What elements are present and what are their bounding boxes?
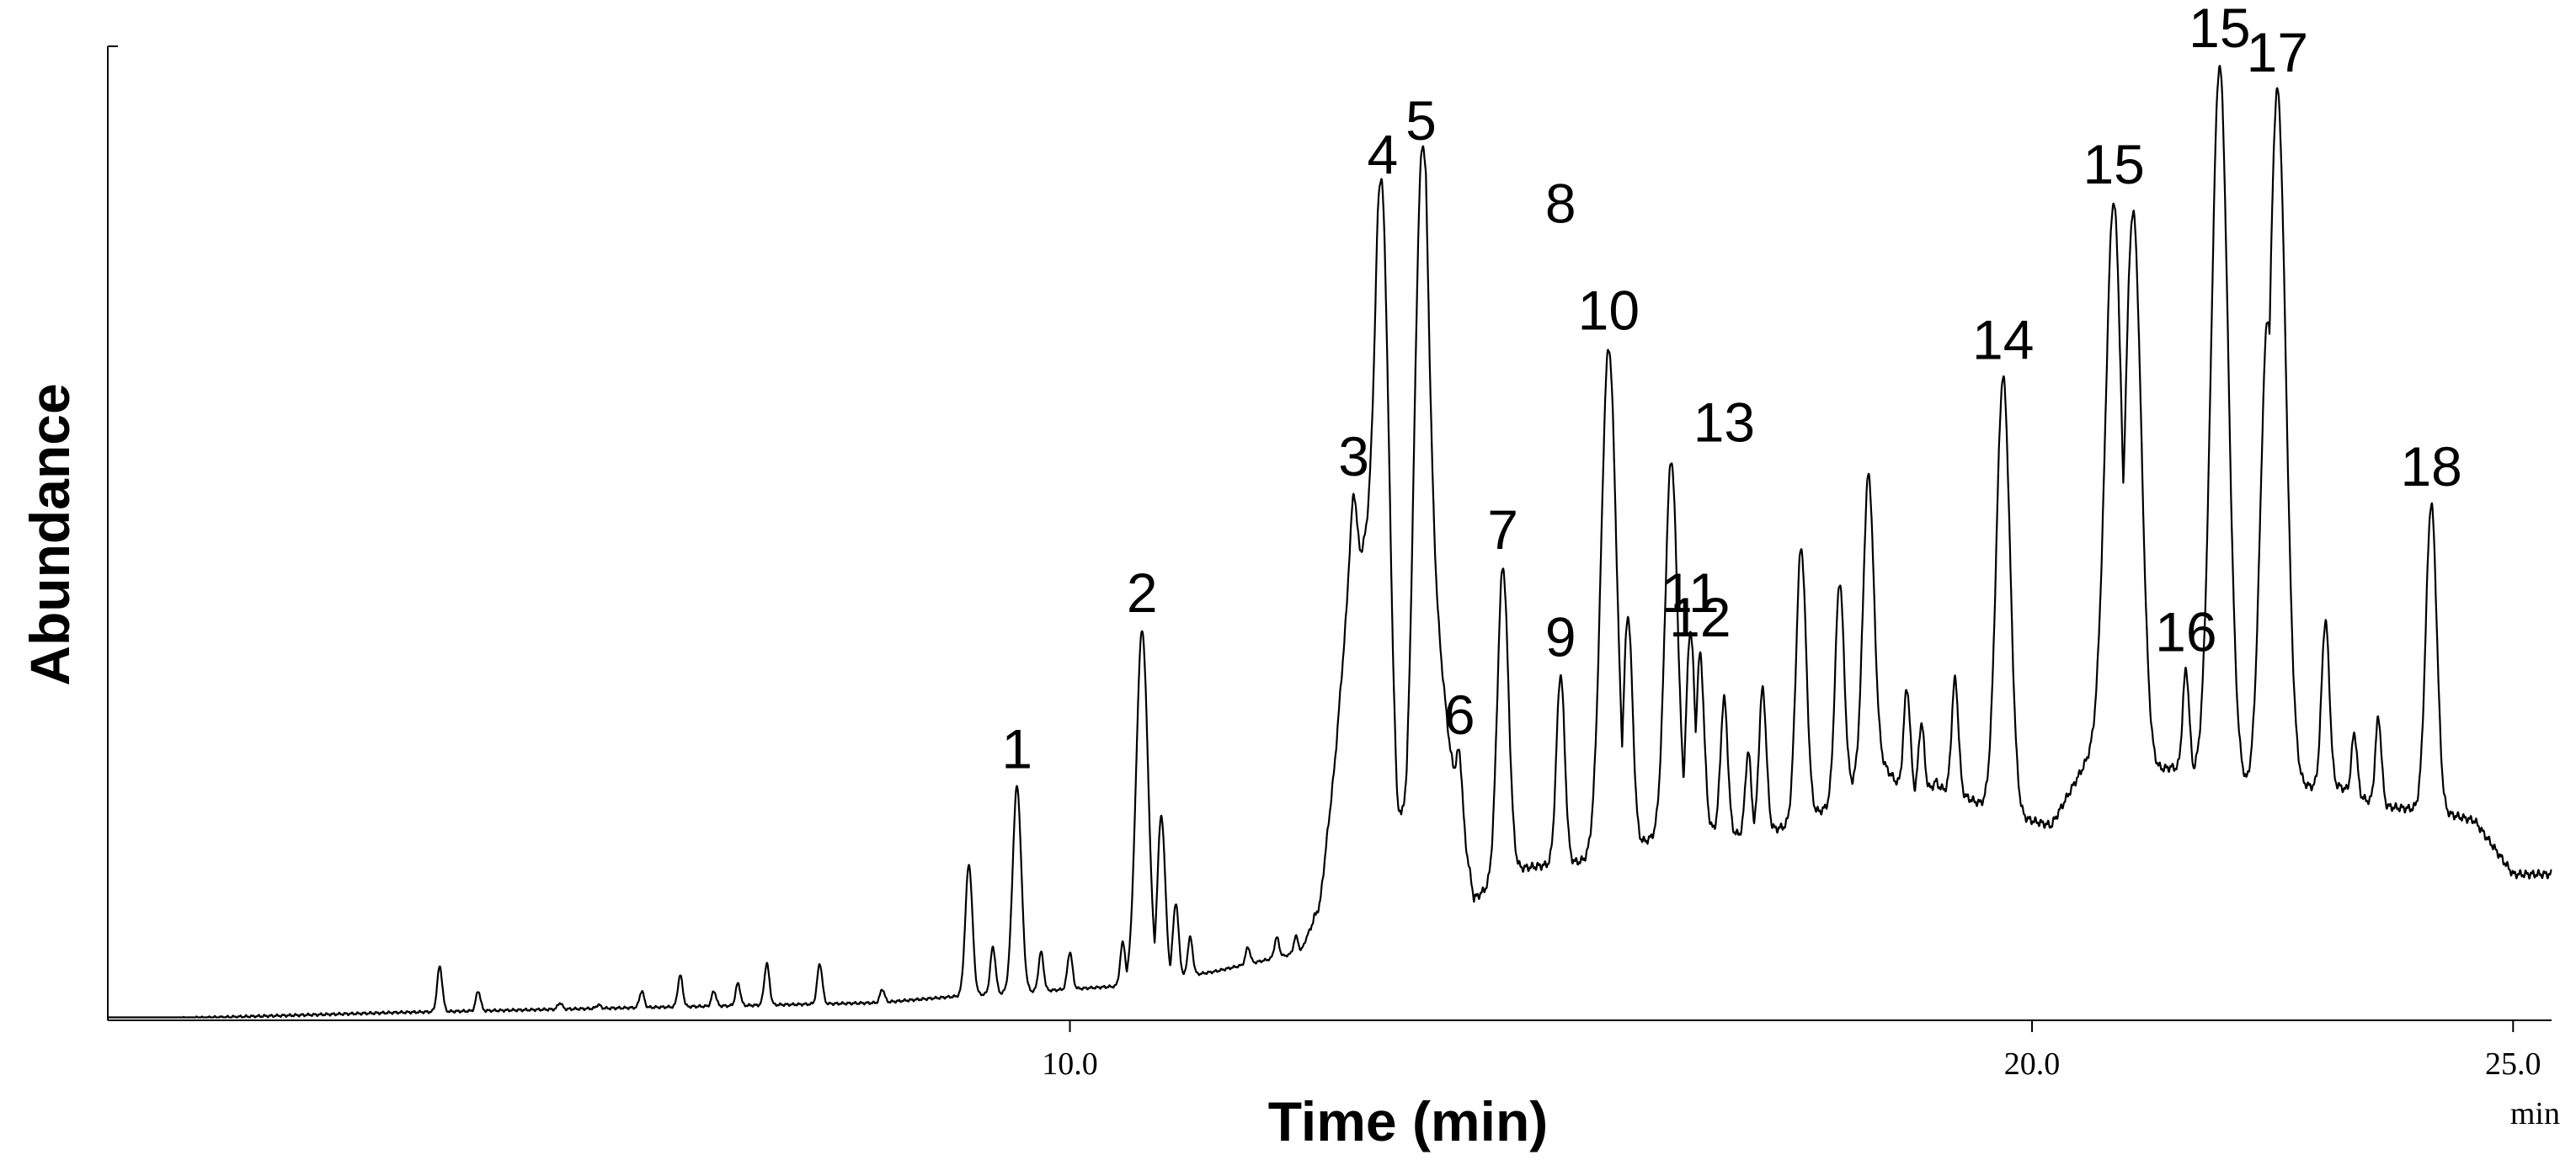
peak-label: 10 [1578, 279, 1640, 342]
peak-label: 8 [1545, 172, 1576, 234]
x-axis-title: Time (min) [1268, 1090, 1548, 1152]
peak-label: 16 [2155, 600, 2216, 663]
peak-label: 13 [1693, 391, 1755, 454]
peak-label: 3 [1338, 425, 1369, 487]
peak-label: 15 [2083, 133, 2144, 195]
peak-label: 18 [2400, 435, 2461, 498]
peak-label: 12 [1669, 586, 1731, 648]
x-tick-label: 20.0 [2004, 1046, 2061, 1082]
peak-label: 6 [1444, 684, 1475, 746]
chart-axes [107, 45, 2552, 1021]
chromatogram-trace [107, 65, 2552, 1019]
x-axis-unit: min [2510, 1096, 2560, 1131]
peak-label: 9 [1545, 605, 1576, 668]
y-axis-title: Abundance [19, 383, 81, 685]
peak-label: 7 [1487, 498, 1518, 561]
peak-label: 4 [1367, 124, 1398, 186]
peak-label: 2 [1127, 562, 1158, 624]
x-tick-label: 25.0 [2485, 1046, 2541, 1082]
peak-label: 1 [1001, 717, 1032, 780]
x-axis-ticks: 10.0 20.0 25.0 [1042, 1020, 2541, 1082]
x-tick-label: 10.0 [1042, 1046, 1098, 1082]
peak-label: 17 [2247, 21, 2308, 83]
peak-label: 15 [2189, 0, 2250, 59]
peak-label: 14 [1972, 308, 2034, 370]
peak-label: 11 [1661, 562, 1720, 624]
peak-label: 5 [1405, 89, 1437, 152]
